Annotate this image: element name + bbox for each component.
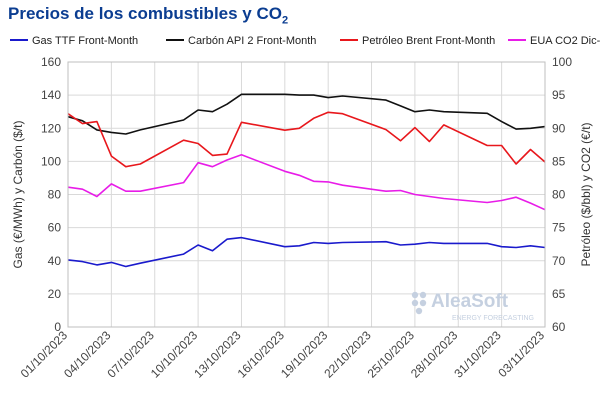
legend-item: Carbón API 2 Front-Month xyxy=(166,35,316,47)
y-left-tick-label: 20 xyxy=(48,287,62,301)
series-line xyxy=(67,111,546,168)
series-line xyxy=(67,236,546,268)
y-right-tick-label: 85 xyxy=(552,154,566,168)
x-tick-label: 03/11/2023 xyxy=(495,328,547,380)
watermark-tagline: ENERGY FORECASTING xyxy=(452,315,534,322)
chart-title: Precios de los combustibles y CO2 xyxy=(8,4,288,26)
legend-item: Petróleo Brent Front-Month xyxy=(340,35,495,47)
legend-label: EUA CO2 Dic-23 xyxy=(530,35,600,47)
y-right-tick-label: 70 xyxy=(552,254,566,268)
y-left-tick-label: 140 xyxy=(41,88,61,102)
legend: Gas TTF Front-Month Carbón API 2 Front-Mo… xyxy=(10,35,600,47)
y-left-axis-title: Gas (€/MWh) y Carbón ($/t) xyxy=(11,120,25,268)
axes: 0 20 40 60 80 100 120 140 160 60 65 70 75 80 85 90 95 100… xyxy=(11,55,593,381)
grid xyxy=(67,61,546,328)
series-layer xyxy=(67,93,546,268)
y-right-tick-label: 100 xyxy=(552,55,572,69)
y-right-tick-label: 80 xyxy=(552,188,566,202)
legend-label: Gas TTF Front-Month xyxy=(32,35,138,47)
y-right-tick-label: 75 xyxy=(552,221,566,235)
plot-frame xyxy=(67,61,546,328)
y-left-tick-label: 40 xyxy=(48,254,62,268)
watermark-brand: AleaSoft xyxy=(431,291,509,312)
y-right-tick-label: 65 xyxy=(552,287,566,301)
y-right-tick-label: 60 xyxy=(552,320,566,334)
y-left-tick-label: 80 xyxy=(48,188,62,202)
series-line xyxy=(67,93,546,135)
legend-label: Petróleo Brent Front-Month xyxy=(362,35,495,47)
legend-label: Carbón API 2 Front-Month xyxy=(188,35,316,47)
y-left-tick-label: 120 xyxy=(41,121,61,135)
y-right-tick-label: 95 xyxy=(552,88,566,102)
aleasoft-logo-icon xyxy=(411,291,427,315)
watermark: AleaSoft ENERGY FORECASTING xyxy=(411,291,534,322)
y-left-tick-label: 0 xyxy=(54,320,61,334)
y-left-tick-label: 60 xyxy=(48,221,62,235)
y-left-tick-label: 100 xyxy=(41,154,61,168)
legend-item: Gas TTF Front-Month xyxy=(10,35,138,47)
y-right-axis-title: Petróleo ($/bbl) y CO2 (€/t) xyxy=(579,122,593,266)
y-right-tick-label: 90 xyxy=(552,121,566,135)
y-left-tick-label: 160 xyxy=(41,55,61,69)
series-line xyxy=(67,154,546,211)
legend-item: EUA CO2 Dic-23 xyxy=(508,35,600,47)
x-tick-label: 31/10/2023 xyxy=(451,328,504,381)
chart-title-text: Precios de los combustibles y CO xyxy=(8,4,282,23)
chart-title-subscript: 2 xyxy=(281,14,289,27)
